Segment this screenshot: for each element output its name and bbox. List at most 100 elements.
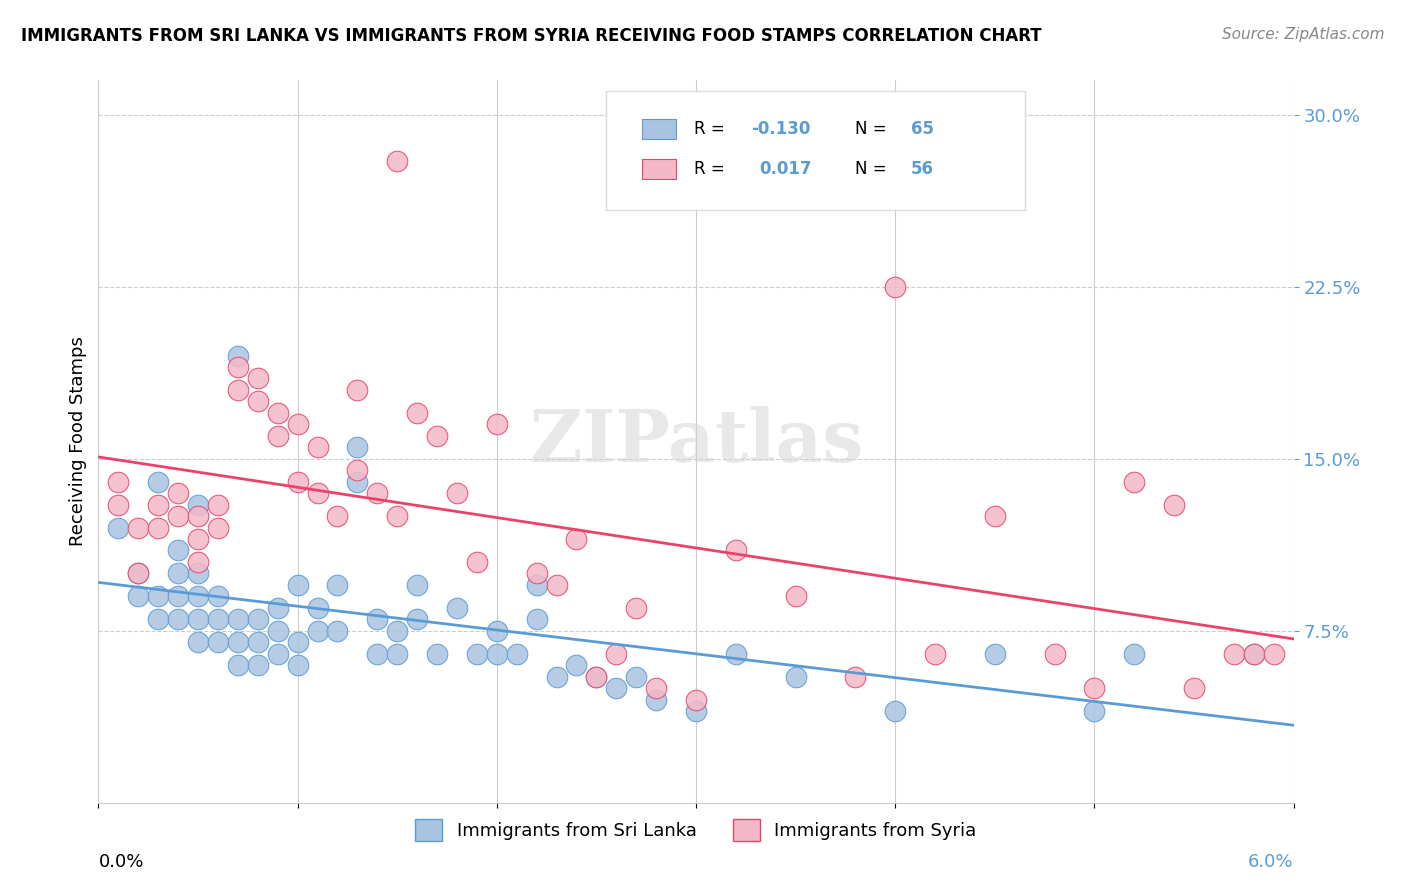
Point — [207, 612, 229, 626]
Point — [546, 670, 568, 684]
Point — [1083, 681, 1105, 695]
Point — [127, 590, 149, 604]
Point — [246, 371, 269, 385]
Point — [366, 647, 388, 661]
Point — [167, 509, 190, 524]
Point — [1083, 704, 1105, 718]
Point — [207, 498, 229, 512]
Point — [526, 612, 548, 626]
Point — [605, 647, 627, 661]
Point — [645, 681, 668, 695]
Point — [506, 647, 529, 661]
Point — [1263, 647, 1285, 661]
Point — [148, 590, 170, 604]
Point — [226, 658, 249, 673]
Text: 65: 65 — [911, 120, 934, 137]
Point — [167, 566, 190, 581]
Point — [1123, 475, 1146, 489]
Point — [127, 566, 149, 581]
Point — [546, 578, 568, 592]
Text: -0.130: -0.130 — [751, 120, 810, 137]
Point — [246, 612, 269, 626]
Point — [148, 498, 170, 512]
Point — [1223, 647, 1246, 661]
Point — [924, 647, 946, 661]
Point — [148, 520, 170, 534]
Text: 0.017: 0.017 — [759, 161, 811, 178]
Point — [785, 590, 807, 604]
Point — [984, 509, 1007, 524]
Point — [287, 578, 309, 592]
Point — [187, 509, 209, 524]
Point — [307, 486, 329, 500]
Point — [346, 463, 368, 477]
Point — [148, 612, 170, 626]
Point — [406, 612, 429, 626]
Point — [187, 590, 209, 604]
Point — [446, 600, 468, 615]
Point — [366, 612, 388, 626]
Point — [526, 566, 548, 581]
Text: R =: R = — [693, 120, 730, 137]
Point — [207, 590, 229, 604]
Point — [187, 612, 209, 626]
Point — [1243, 647, 1265, 661]
Point — [605, 681, 627, 695]
Point — [346, 440, 368, 454]
Point — [346, 383, 368, 397]
Point — [107, 498, 129, 512]
Point — [565, 658, 588, 673]
Point — [307, 440, 329, 454]
Legend: Immigrants from Sri Lanka, Immigrants from Syria: Immigrants from Sri Lanka, Immigrants fr… — [408, 812, 984, 848]
Point — [167, 590, 190, 604]
Point — [326, 578, 349, 592]
Point — [1243, 647, 1265, 661]
Point — [267, 429, 290, 443]
Point — [226, 349, 249, 363]
Point — [187, 566, 209, 581]
Text: IMMIGRANTS FROM SRI LANKA VS IMMIGRANTS FROM SYRIA RECEIVING FOOD STAMPS CORRELA: IMMIGRANTS FROM SRI LANKA VS IMMIGRANTS … — [21, 27, 1042, 45]
Point — [267, 624, 290, 638]
Point — [724, 647, 747, 661]
Point — [485, 647, 508, 661]
Point — [326, 509, 349, 524]
Point — [385, 509, 409, 524]
Point — [626, 670, 648, 684]
Y-axis label: Receiving Food Stamps: Receiving Food Stamps — [69, 336, 87, 547]
Point — [107, 475, 129, 489]
Point — [167, 486, 190, 500]
Point — [287, 475, 309, 489]
Point — [1123, 647, 1146, 661]
Point — [187, 635, 209, 649]
Point — [446, 486, 468, 500]
FancyBboxPatch shape — [643, 119, 676, 139]
Point — [1043, 647, 1066, 661]
Point — [246, 635, 269, 649]
Point — [107, 520, 129, 534]
Point — [844, 670, 866, 684]
Point — [326, 624, 349, 638]
Point — [207, 635, 229, 649]
Point — [167, 543, 190, 558]
Point — [267, 406, 290, 420]
Point — [426, 429, 449, 443]
Point — [465, 647, 488, 661]
Point — [226, 383, 249, 397]
Point — [385, 153, 409, 168]
Point — [207, 520, 229, 534]
Point — [187, 555, 209, 569]
Point — [406, 578, 429, 592]
Point — [465, 555, 488, 569]
Point — [307, 624, 329, 638]
Point — [187, 532, 209, 546]
Point — [167, 612, 190, 626]
Point — [226, 359, 249, 374]
Point — [148, 475, 170, 489]
Point — [246, 658, 269, 673]
Point — [287, 658, 309, 673]
FancyBboxPatch shape — [643, 159, 676, 179]
Point — [267, 600, 290, 615]
Point — [585, 670, 607, 684]
Point — [645, 692, 668, 706]
Point — [485, 624, 508, 638]
